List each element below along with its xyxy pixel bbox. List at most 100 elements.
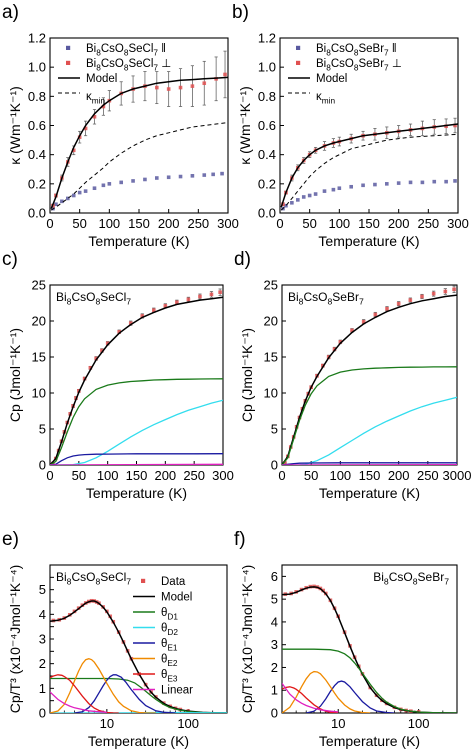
x-tick-label: 100 bbox=[408, 716, 430, 731]
sample-label: Bi8CsO8SeCl7 bbox=[56, 570, 131, 587]
legend-marker bbox=[66, 60, 71, 65]
data-point bbox=[152, 308, 156, 312]
plot-area bbox=[280, 117, 458, 211]
x-tick-label: 200 bbox=[158, 216, 180, 231]
x-tick-label: 300 bbox=[217, 216, 239, 231]
data-point bbox=[163, 304, 168, 308]
panel-label: b) bbox=[232, 2, 249, 23]
data-point bbox=[453, 123, 457, 128]
x-axis-label: Temperature (K) bbox=[88, 733, 189, 749]
x-tick-label: 0 bbox=[278, 468, 285, 483]
series-line-Model bbox=[282, 294, 457, 465]
data-point bbox=[83, 126, 88, 131]
legend-marker bbox=[141, 578, 146, 583]
legend-label: Bi8CsO8SeCl7 ‖ bbox=[86, 43, 166, 57]
data-point bbox=[128, 321, 133, 325]
data-point bbox=[92, 114, 97, 119]
data-point bbox=[444, 179, 448, 184]
x-tick-label: 50 bbox=[302, 216, 316, 231]
series-line-θE3 bbox=[50, 674, 119, 713]
x-tick-label: 200 bbox=[388, 216, 410, 231]
series-line-Model bbox=[50, 600, 227, 713]
data-point bbox=[94, 356, 98, 361]
plot-frame bbox=[49, 284, 224, 466]
series-Bi8CsO8SeCl7 ‖ bbox=[51, 171, 224, 211]
data-point bbox=[408, 298, 413, 302]
data-point bbox=[92, 186, 97, 191]
data-point bbox=[349, 184, 353, 189]
y-tick-label: 1 bbox=[39, 681, 46, 696]
legend-marker bbox=[66, 45, 71, 50]
series-line-Model bbox=[50, 296, 223, 465]
y-tick-label: 6 bbox=[271, 569, 278, 584]
data-point bbox=[420, 294, 424, 299]
y-axis-label: κ (Wm⁻¹K⁻¹) bbox=[237, 86, 253, 165]
x-tick-label: 3000 bbox=[443, 468, 472, 483]
y-axis-label: Cp (Jmol⁻¹K⁻¹) bbox=[239, 328, 255, 422]
data-point bbox=[131, 179, 135, 183]
series-Bi8CsO8SeBr7 ⊥ bbox=[281, 117, 457, 207]
series-line-θE3 bbox=[282, 686, 339, 713]
y-tick-label: 25 bbox=[264, 278, 278, 293]
series-line-θD2 bbox=[282, 396, 457, 465]
data-point bbox=[218, 290, 222, 294]
x-tick-label: 50 bbox=[72, 468, 86, 483]
series-line-θE1 bbox=[50, 453, 223, 465]
chart-panel-b: b) 0 50 100 150 200 250 300 0.0 0.2 0.4 0.6 0.8 1.0 1.… bbox=[232, 2, 469, 249]
data-point bbox=[166, 175, 171, 180]
x-axis-label: Temperature (K) bbox=[319, 733, 420, 749]
data-point bbox=[202, 173, 207, 177]
data-point bbox=[71, 148, 76, 153]
data-point bbox=[396, 181, 401, 185]
legend-label: Model bbox=[161, 592, 192, 604]
legend-label: κmin bbox=[316, 91, 335, 105]
data-point bbox=[190, 174, 195, 178]
y-tick-label: 3 bbox=[271, 637, 278, 652]
series-line-Model bbox=[280, 123, 458, 208]
plot-area bbox=[50, 598, 227, 713]
data-point bbox=[101, 104, 106, 109]
y-axis-label: κ (Wm⁻¹K⁻¹) bbox=[7, 86, 23, 165]
panel-label: c) bbox=[2, 249, 18, 270]
data-point bbox=[313, 192, 318, 196]
series-line-θD1 bbox=[50, 677, 227, 713]
series-Data bbox=[283, 285, 456, 465]
panel-label: f) bbox=[234, 529, 246, 550]
x-tick-label: 250 bbox=[187, 216, 209, 231]
x-tick-label: 150 bbox=[128, 216, 150, 231]
y-tick-label: 0.2 bbox=[258, 176, 276, 191]
data-point bbox=[178, 174, 183, 179]
y-axis-label: Cp (Jmol⁻¹K⁻¹) bbox=[7, 328, 23, 422]
data-point bbox=[332, 347, 337, 351]
data-point bbox=[337, 186, 342, 191]
data-point bbox=[453, 179, 457, 183]
x-tick-label: 150 bbox=[358, 216, 380, 231]
legend-label: θE3 bbox=[161, 669, 178, 683]
x-tick-label: 10 bbox=[100, 716, 114, 731]
y-tick-label: 0.4 bbox=[258, 147, 276, 162]
y-tick-label: 20 bbox=[32, 314, 46, 329]
sample-label: Bi8CsO8SeBr7 bbox=[373, 570, 449, 587]
x-tick-label: 100 bbox=[329, 468, 351, 483]
data-point bbox=[60, 199, 64, 204]
chart-panel-d: d) 0 50 100 150 200 250 3000 0 5 10 15 20 25 Temperatu… bbox=[234, 249, 471, 501]
x-tick-label: 300 bbox=[212, 468, 234, 483]
data-point bbox=[443, 289, 448, 294]
data-point bbox=[155, 85, 159, 90]
plot-area bbox=[50, 50, 228, 211]
data-point bbox=[223, 72, 227, 77]
series-Data bbox=[51, 288, 222, 465]
y-tick-label: 0 bbox=[271, 458, 278, 473]
y-tick-label: 5 bbox=[39, 422, 46, 437]
data-point bbox=[71, 193, 76, 198]
data-point bbox=[83, 189, 88, 193]
y-tick-label: 0.6 bbox=[258, 118, 276, 133]
chart-panel-e: e) 10 100 0 1 2 3 4 5 Temperature (K) Cp/T³ (x10⁻⁴… bbox=[2, 529, 228, 749]
data-point bbox=[322, 189, 327, 193]
series-line-θD1 bbox=[282, 648, 457, 713]
series-Bi8CsO8SeBr7 ‖ bbox=[281, 179, 457, 211]
data-point bbox=[281, 202, 285, 207]
x-axis-label: Temperature (K) bbox=[86, 485, 187, 501]
data-point bbox=[202, 81, 207, 86]
